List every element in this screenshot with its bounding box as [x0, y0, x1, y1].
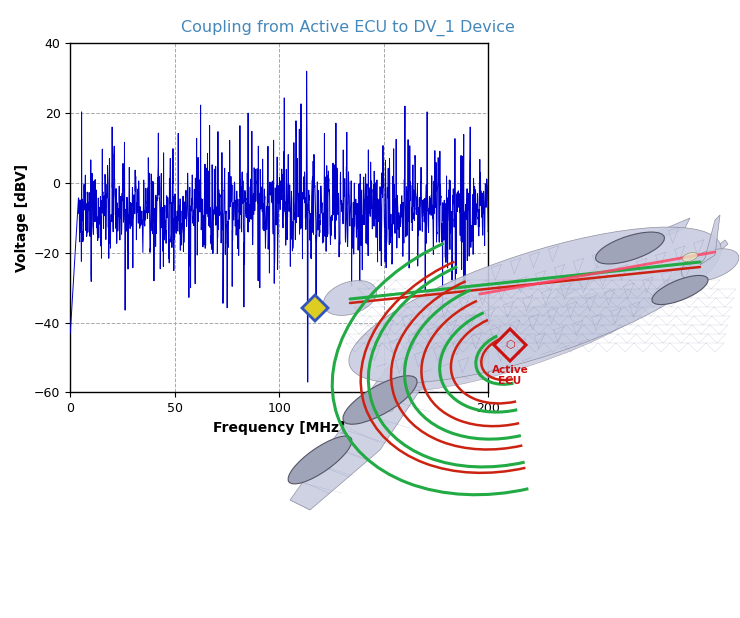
X-axis label: Frequency [MHz]: Frequency [MHz]: [213, 421, 346, 434]
Ellipse shape: [323, 281, 377, 315]
Polygon shape: [302, 295, 328, 321]
Ellipse shape: [343, 376, 417, 424]
Y-axis label: Voltage [dBV]: Voltage [dBV]: [15, 164, 29, 272]
Ellipse shape: [652, 276, 708, 305]
Text: Coupling from Active ECU to DV_1 Device: Coupling from Active ECU to DV_1 Device: [181, 20, 515, 36]
Ellipse shape: [349, 227, 722, 383]
Ellipse shape: [682, 253, 698, 261]
Polygon shape: [698, 240, 728, 265]
Ellipse shape: [288, 436, 352, 484]
Ellipse shape: [681, 249, 739, 281]
Polygon shape: [290, 310, 530, 510]
Polygon shape: [555, 218, 690, 298]
Ellipse shape: [596, 232, 665, 264]
Text: ⬡: ⬡: [505, 340, 515, 350]
Ellipse shape: [386, 289, 653, 391]
Text: Active: Active: [491, 365, 528, 375]
Text: ECU: ECU: [498, 376, 522, 386]
Polygon shape: [648, 262, 695, 300]
Polygon shape: [700, 215, 720, 265]
